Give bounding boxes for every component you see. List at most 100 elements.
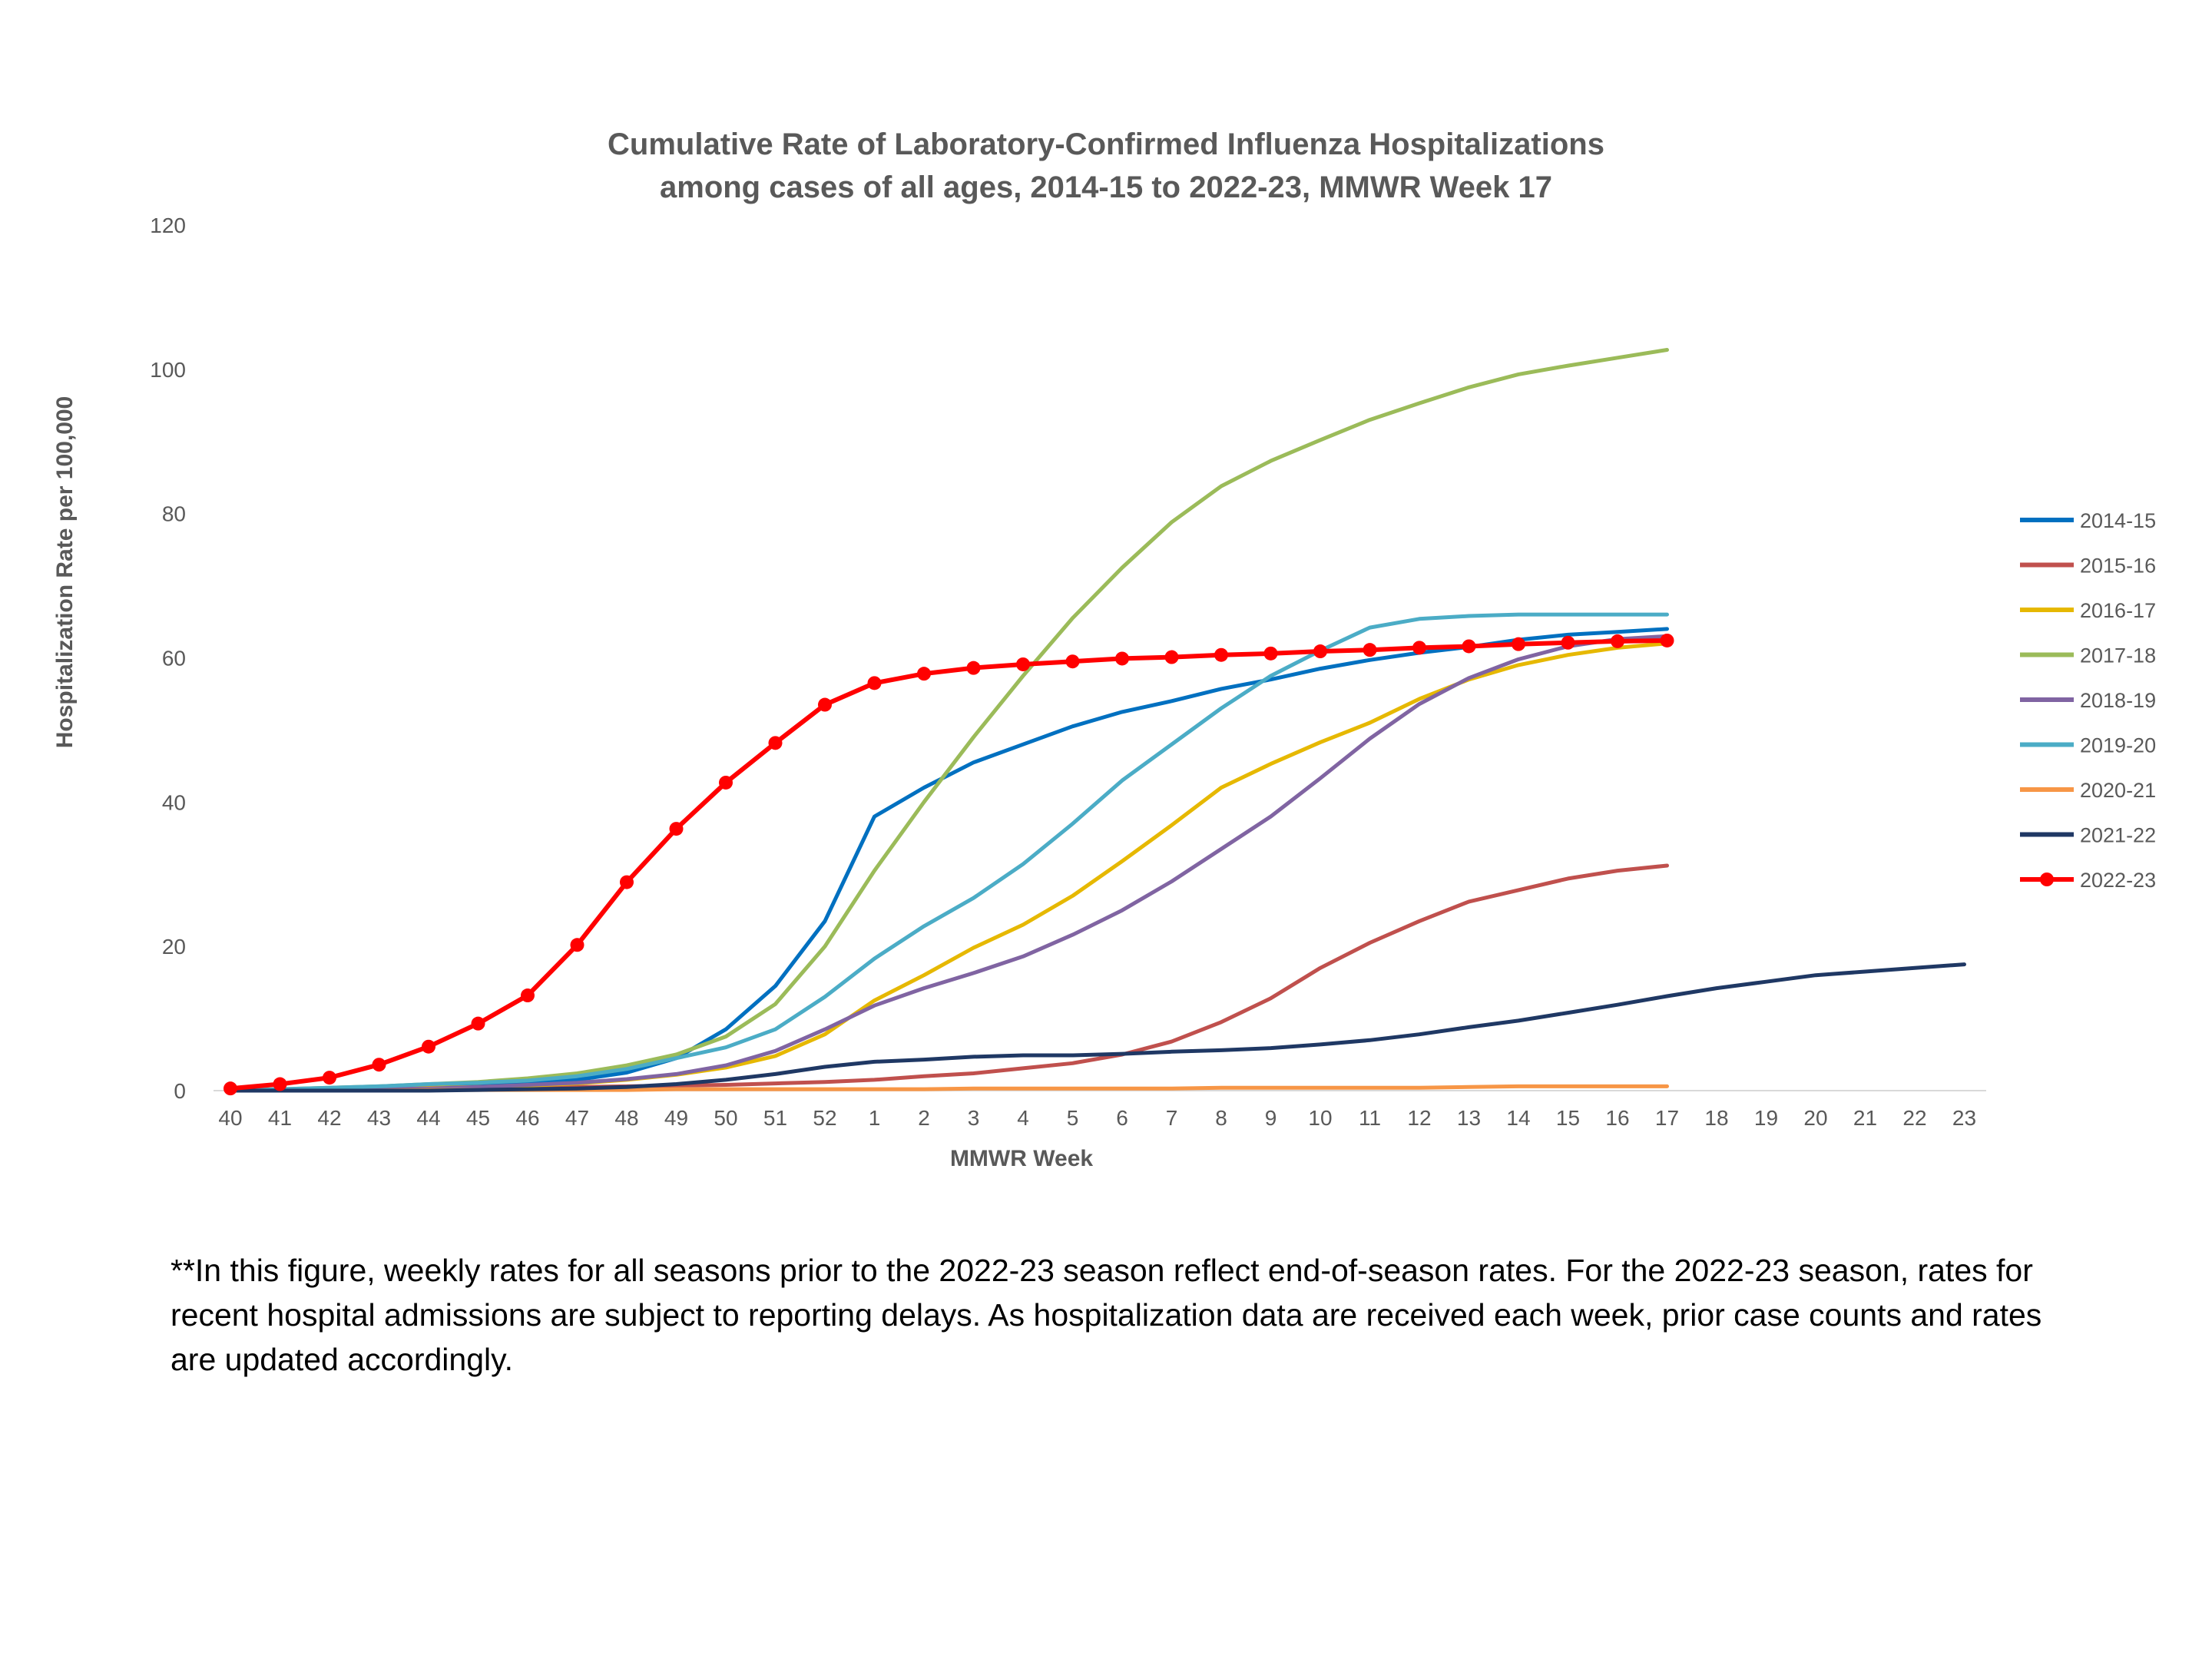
footnote: **In this figure, weekly rates for all s… xyxy=(171,1253,2042,1377)
y-tick-label: 40 xyxy=(162,790,186,814)
legend-item: 2017-18 xyxy=(2020,644,2156,667)
data-point xyxy=(818,697,832,712)
data-point xyxy=(1313,644,1327,659)
x-tick-label: 13 xyxy=(1457,1106,1481,1130)
y-tick-label: 100 xyxy=(150,358,186,382)
legend-label: 2015-16 xyxy=(2080,555,2156,578)
x-tick-label: 41 xyxy=(268,1106,292,1130)
data-point xyxy=(620,875,634,889)
data-point xyxy=(1214,647,1228,662)
legend-item: 2020-21 xyxy=(2020,779,2156,802)
legend-label: 2016-17 xyxy=(2080,599,2156,622)
x-tick-label: 7 xyxy=(1166,1106,1178,1130)
chart-title: Cumulative Rate of Laboratory-Confirmed … xyxy=(608,127,1604,161)
x-tick-label: 43 xyxy=(367,1106,391,1130)
data-point xyxy=(422,1039,435,1054)
data-point xyxy=(768,736,783,750)
x-tick-label: 17 xyxy=(1655,1106,1679,1130)
data-point xyxy=(1611,634,1624,648)
series-line xyxy=(228,634,1669,1093)
legend-item: 2021-22 xyxy=(2020,824,2156,847)
data-point xyxy=(570,938,584,952)
series-line xyxy=(228,612,1669,1093)
legend-label: 2021-22 xyxy=(2080,824,2156,847)
y-tick-label: 20 xyxy=(162,935,186,959)
x-tick-label: 23 xyxy=(1952,1106,1976,1130)
legend-label: 2019-20 xyxy=(2080,734,2156,757)
x-tick-label: 11 xyxy=(1359,1106,1381,1130)
data-point xyxy=(1263,646,1278,661)
x-tick-label: 1 xyxy=(869,1106,881,1130)
legend: 2014-15 2015-16 2016-17 2017-18 2018-19 2019-… xyxy=(2020,509,2156,892)
data-point xyxy=(1660,633,1674,647)
x-tick-label: 15 xyxy=(1556,1106,1580,1130)
series-2019-20 xyxy=(228,612,1669,1093)
series-line xyxy=(228,962,1966,1093)
x-tick-label: 46 xyxy=(515,1106,539,1130)
data-point xyxy=(1115,651,1129,666)
legend-label: 2018-19 xyxy=(2080,689,2156,712)
y-tick-label: 120 xyxy=(150,214,186,237)
data-point xyxy=(966,661,981,675)
x-tick-label: 20 xyxy=(1803,1106,1827,1130)
x-tick-label: 48 xyxy=(614,1106,638,1130)
x-tick-label: 5 xyxy=(1067,1106,1079,1130)
data-point xyxy=(867,676,882,690)
data-point xyxy=(1164,650,1179,664)
series-2016-17 xyxy=(228,641,1669,1093)
legend-marker xyxy=(2040,873,2054,886)
chart-subtitle: among cases of all ages, 2014-15 to 2022… xyxy=(660,171,1552,204)
x-tick-label: 21 xyxy=(1853,1106,1877,1130)
data-point xyxy=(521,988,535,1003)
series-2021-22 xyxy=(228,962,1966,1093)
legend-item: 2018-19 xyxy=(2020,689,2156,712)
x-tick-label: 50 xyxy=(714,1106,737,1130)
series-2022-23 xyxy=(224,633,1674,1096)
chart-title-block: Cumulative Rate of Laboratory-Confirmed … xyxy=(430,123,1782,209)
series-line xyxy=(228,641,1669,1093)
x-tick-label: 12 xyxy=(1407,1106,1431,1130)
legend-label: 2014-15 xyxy=(2080,509,2156,532)
series-2018-19 xyxy=(228,634,1669,1093)
legend-item: 2016-17 xyxy=(2020,599,2156,622)
x-tick-label: 19 xyxy=(1754,1106,1778,1130)
data-point xyxy=(917,667,931,681)
data-point xyxy=(372,1058,386,1072)
x-tick-label: 10 xyxy=(1308,1106,1332,1130)
x-tick-label: 52 xyxy=(813,1106,836,1130)
legend-item: 2015-16 xyxy=(2020,555,2156,578)
series-line xyxy=(228,627,1669,1093)
legend-label: 2017-18 xyxy=(2080,644,2156,667)
legend-item: 2019-20 xyxy=(2020,734,2156,757)
data-point xyxy=(1512,637,1525,651)
x-tick-label: 18 xyxy=(1704,1106,1728,1130)
data-point xyxy=(1016,657,1030,671)
x-tick-label: 6 xyxy=(1116,1106,1128,1130)
data-point xyxy=(323,1071,336,1085)
legend-label: 2022-23 xyxy=(2080,869,2156,892)
data-point xyxy=(719,775,733,790)
legend-label: 2020-21 xyxy=(2080,779,2156,802)
y-tick-label: 0 xyxy=(174,1079,186,1103)
x-tick-label: 49 xyxy=(664,1106,688,1130)
y-tick-label: 80 xyxy=(162,502,186,526)
legend-item: 2022-23 xyxy=(2020,869,2156,892)
data-point xyxy=(1412,641,1426,655)
x-tick-label: 22 xyxy=(1902,1106,1926,1130)
legend-item: 2014-15 xyxy=(2020,509,2156,532)
y-axis-title: Hospitalization Rate per 100,000 xyxy=(52,396,78,749)
x-tick-label: 4 xyxy=(1017,1106,1029,1130)
data-point xyxy=(273,1077,287,1091)
data-point xyxy=(1363,643,1377,657)
x-tick-label: 44 xyxy=(416,1106,440,1130)
y-tick-label: 60 xyxy=(162,647,186,671)
series-line xyxy=(228,638,1670,1091)
x-tick-label: 8 xyxy=(1215,1106,1227,1130)
data-point xyxy=(1561,635,1575,650)
x-tick-label: 16 xyxy=(1605,1106,1629,1130)
data-point xyxy=(1065,654,1080,669)
x-tick-label: 9 xyxy=(1265,1106,1277,1130)
x-tick-label: 51 xyxy=(763,1106,787,1130)
x-tick-label: 3 xyxy=(968,1106,980,1130)
